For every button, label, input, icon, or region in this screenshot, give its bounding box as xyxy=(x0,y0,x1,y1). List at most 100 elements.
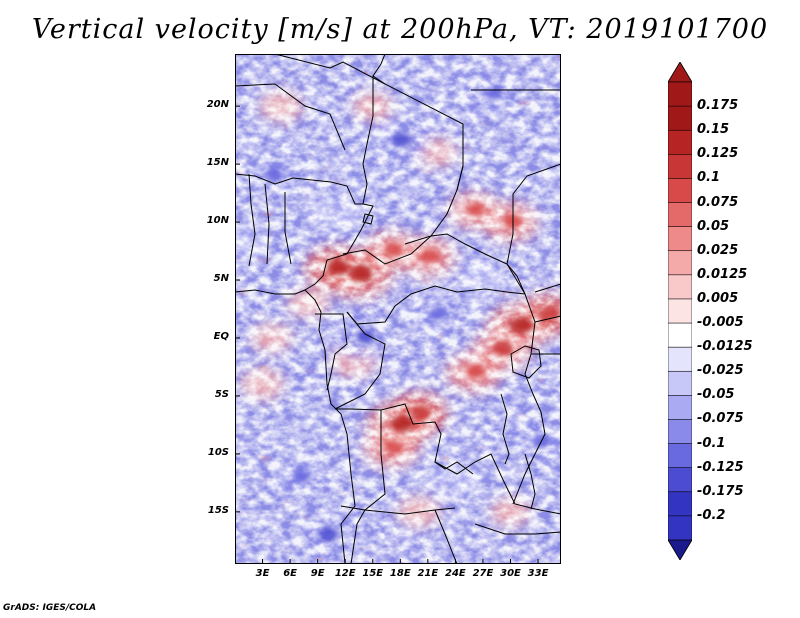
colorbar-label: 0.05 xyxy=(697,218,730,234)
lon-tick-label: 9E xyxy=(310,568,325,579)
colorbar-segment xyxy=(668,178,692,204)
colorbar-segment xyxy=(668,346,692,373)
updraft-core xyxy=(410,404,432,421)
border-sudan-ethiopia xyxy=(506,163,561,293)
lon-tick-label: 12E xyxy=(334,568,356,579)
border-uganda-kenya xyxy=(531,315,561,355)
updraft-core xyxy=(510,317,533,334)
updraft-core xyxy=(383,439,403,455)
border-benin-togo xyxy=(248,173,292,267)
border-algeria-niger xyxy=(274,54,386,85)
colorbar-label: 0.075 xyxy=(697,194,739,210)
grads-credit: GrADS: IGES/COLA xyxy=(3,603,97,613)
colorbar-label: 0.005 xyxy=(697,290,739,306)
downdraft-core xyxy=(392,132,413,148)
turbulence-white xyxy=(235,54,561,564)
coast-nigeria-cameroon xyxy=(235,289,356,564)
downdraft-core xyxy=(264,167,283,182)
lon-tick-label: 21E xyxy=(417,568,439,579)
colorbar-segment xyxy=(668,515,692,541)
lat-tick-label: 20N xyxy=(206,99,229,111)
border-niger-chad xyxy=(362,76,374,205)
colorbar-segment xyxy=(668,202,692,228)
hot-cores xyxy=(264,86,560,542)
lon-tick-label: 3E xyxy=(255,568,270,579)
updraft-core xyxy=(493,340,514,357)
downdraft-core xyxy=(485,86,504,101)
border-east-africa xyxy=(506,263,546,505)
colorbar-label: -0.175 xyxy=(697,483,744,499)
downdraft-core xyxy=(430,306,449,321)
lat-tick-label: 15S xyxy=(207,504,229,516)
updraft-core xyxy=(465,364,486,380)
map-panel xyxy=(235,54,561,564)
colorbar-segment xyxy=(668,154,692,180)
colorbar-label: 0.025 xyxy=(697,242,739,258)
updraft-core xyxy=(390,415,414,433)
lat-tick-label: EQ xyxy=(213,330,229,342)
colorbar-segment xyxy=(668,322,692,348)
lon-tick-label: 15E xyxy=(362,568,384,579)
colorbar-label: -0.075 xyxy=(697,411,744,427)
colorbar-label: -0.1 xyxy=(697,435,726,451)
colorbar-label: -0.125 xyxy=(697,459,744,475)
updraft-core xyxy=(538,305,560,322)
lat-tick-label: 5N xyxy=(213,273,229,285)
colorbar-bottom-arrow xyxy=(668,539,692,560)
axis-ticks xyxy=(235,105,539,564)
vertical-velocity-map xyxy=(235,54,561,564)
colorbar-segment xyxy=(668,81,692,107)
downdraft-core xyxy=(319,526,339,542)
colorbar-label: -0.05 xyxy=(697,387,735,403)
colorbar-segment xyxy=(668,105,692,132)
border-gabon-congo xyxy=(315,313,348,391)
colorbar-label: -0.025 xyxy=(697,363,744,379)
updraft-core xyxy=(327,259,350,276)
downdraft-core xyxy=(531,434,550,449)
downdraft-core xyxy=(355,329,376,345)
lon-tick-label: 30E xyxy=(500,568,521,579)
chart-title: Vertical velocity [m/s] at 200hPa, VT: 2… xyxy=(31,14,769,45)
colorbar-segment xyxy=(668,443,692,469)
updraft-core xyxy=(420,248,440,264)
border-mali-niger xyxy=(235,83,346,151)
lake-tanganyika xyxy=(500,393,510,465)
colorbar-segment xyxy=(668,491,692,517)
border-angola-zambia xyxy=(350,410,386,564)
map-frame xyxy=(235,54,561,564)
updraft-core xyxy=(349,264,373,282)
border-drc-angola xyxy=(349,403,474,475)
colorbar-segment xyxy=(668,250,692,276)
border-nigeria xyxy=(235,173,374,291)
colorbar-label: -0.0125 xyxy=(697,339,753,355)
colorbar-segment xyxy=(668,395,692,421)
border-car-drc xyxy=(346,285,526,325)
lon-tick-label: 27E xyxy=(472,568,494,579)
border-sudan-chad xyxy=(404,165,464,245)
colorbar-segment xyxy=(668,129,692,156)
colorbar-label: 0.125 xyxy=(697,146,739,162)
colorbar-label: 0.0125 xyxy=(697,266,748,282)
border-cameroon-car xyxy=(342,233,526,295)
colorbar-label: 0.175 xyxy=(697,98,739,114)
lat-tick-label: 5S xyxy=(214,388,229,400)
border-angola-namibia xyxy=(340,505,456,515)
colorbar-label: -0.005 xyxy=(697,315,744,331)
border-congo-drc xyxy=(334,311,386,410)
border-botswana xyxy=(434,509,561,564)
updraft-core xyxy=(502,213,523,229)
updraft-core xyxy=(466,202,485,217)
lake-chad xyxy=(362,213,374,225)
updraft-core xyxy=(383,242,403,258)
lon-tick-label: 24E xyxy=(445,568,466,579)
colorbar-label: -0.2 xyxy=(697,507,726,523)
colorbar-segment xyxy=(668,274,692,300)
colorbar-segment xyxy=(668,370,692,397)
colorbar-segment xyxy=(668,467,692,493)
lon-tick-label: 6E xyxy=(283,568,297,579)
lake-victoria xyxy=(510,345,542,379)
lat-tick-label: 15N xyxy=(206,157,229,169)
colorbar-segment xyxy=(668,298,692,324)
lat-tick-label: 10S xyxy=(207,446,229,458)
colorbar-segment xyxy=(668,419,692,445)
